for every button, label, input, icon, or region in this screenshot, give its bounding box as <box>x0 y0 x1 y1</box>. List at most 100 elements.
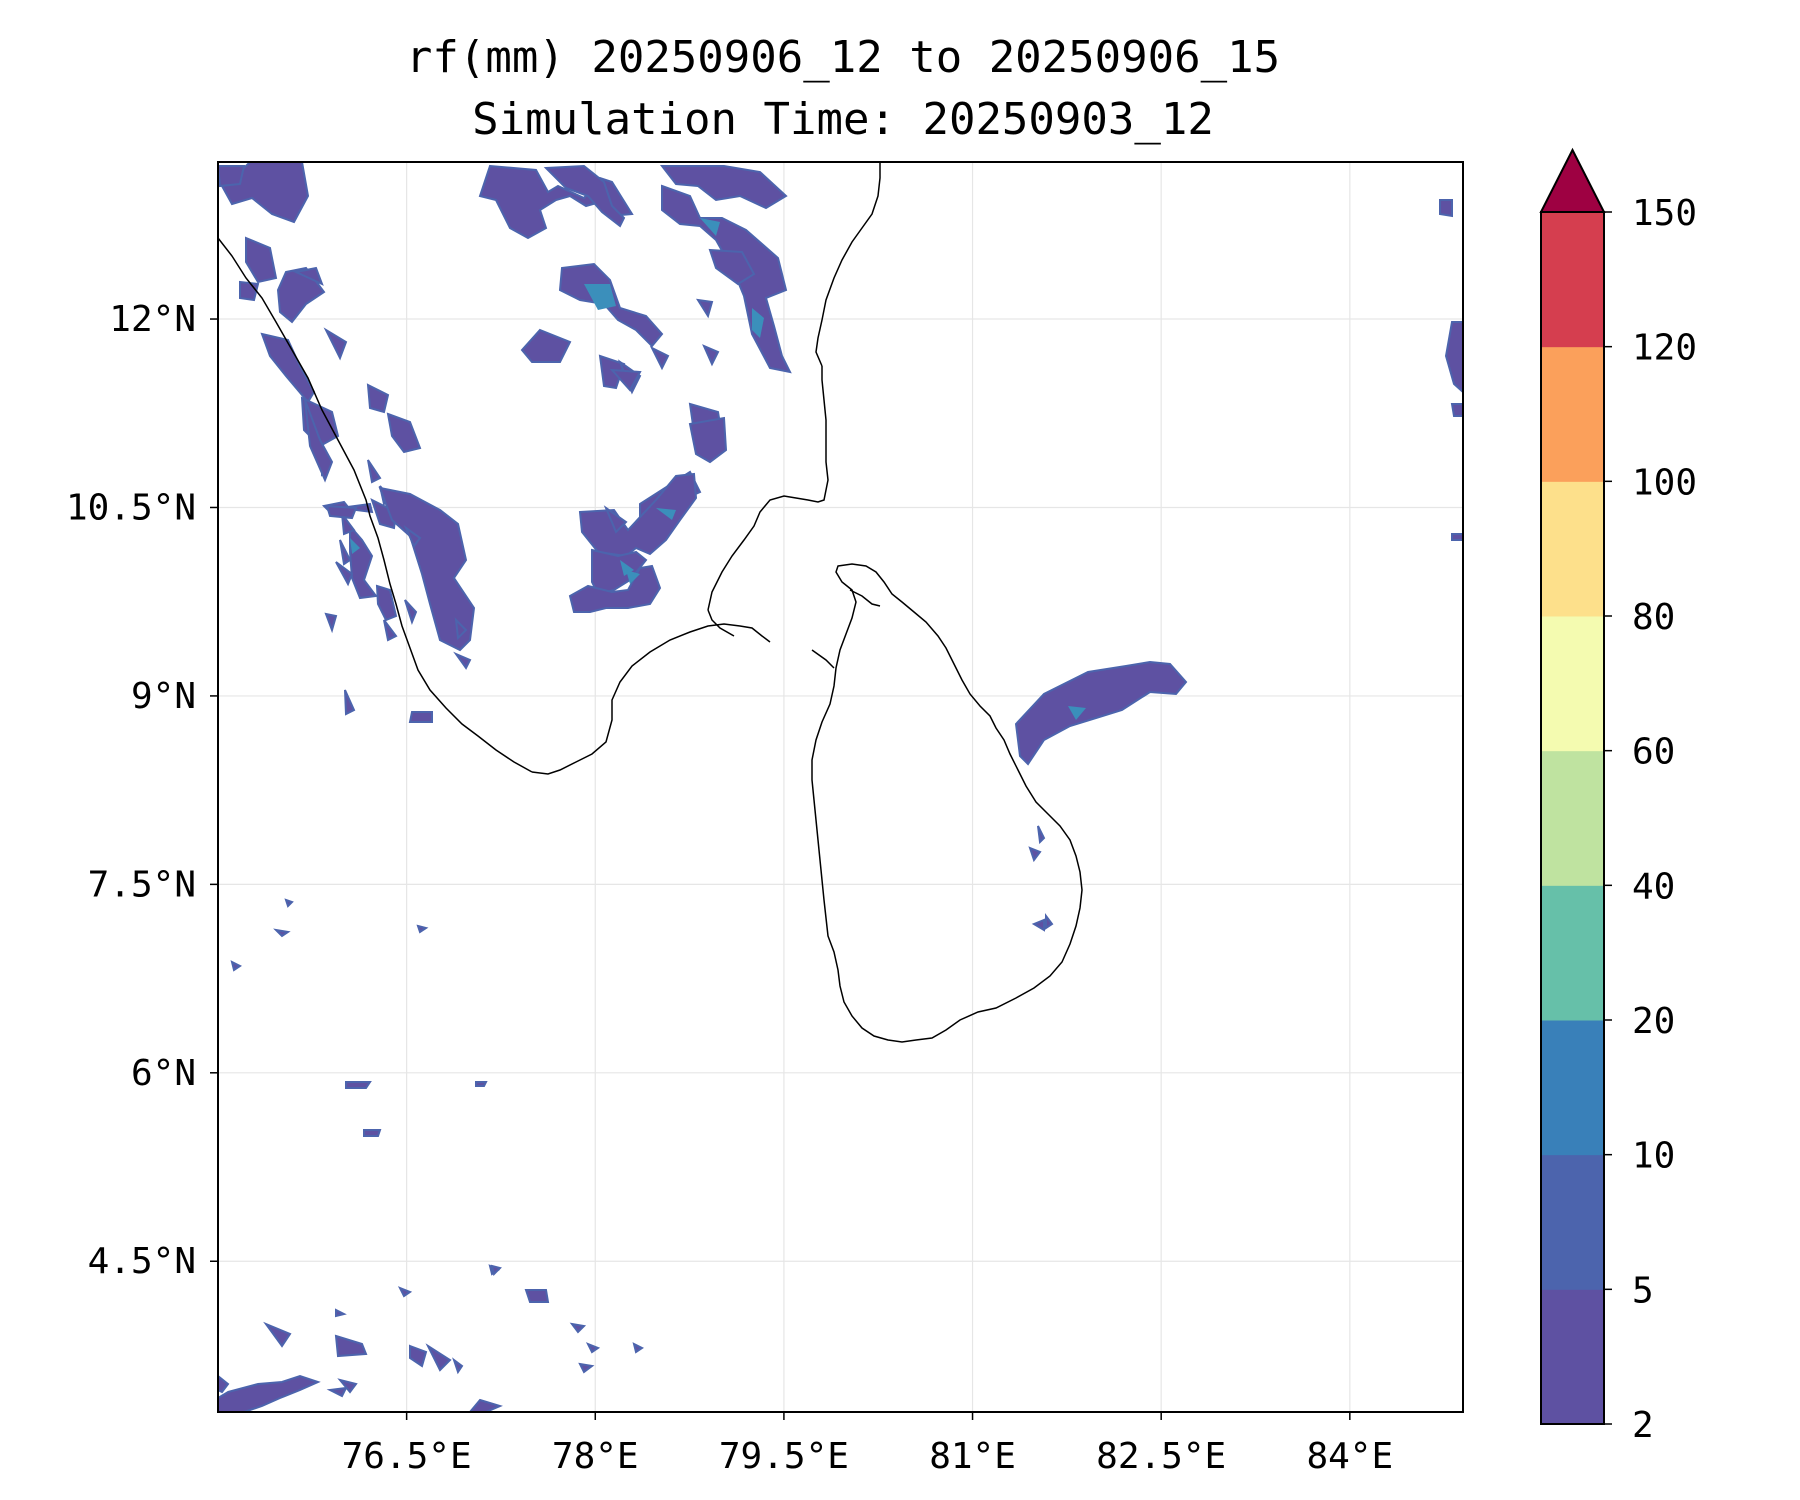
rain-patch <box>568 564 662 613</box>
rain-patch <box>403 525 422 548</box>
india-south-coast <box>531 623 771 775</box>
rain-patch <box>603 505 628 534</box>
rain-patch <box>708 248 756 286</box>
rain-patch <box>284 898 294 908</box>
rain-patch <box>345 1081 372 1089</box>
rain-patch <box>585 1342 601 1354</box>
rain-patch <box>230 960 242 972</box>
lat-tick-label: 9°N <box>131 676 196 717</box>
rain-patch <box>661 184 792 374</box>
colorbar-tick-label: 2 <box>1632 1405 1654 1446</box>
rain-patch <box>632 1342 644 1354</box>
colorbar-frame <box>1540 211 1605 1425</box>
lat-tick-label: 7.5°N <box>88 864 196 905</box>
colorbar-segment <box>1541 616 1604 752</box>
rain-patch <box>1028 846 1042 863</box>
rain-patch <box>334 1334 368 1358</box>
rain-patch <box>349 523 378 600</box>
rain-patch <box>324 612 338 634</box>
lon-tick-label: 76.5°E <box>342 1436 472 1477</box>
colorbar-segment <box>1541 750 1604 886</box>
colorbar-extend-arrow <box>1539 147 1606 213</box>
rain-patch <box>378 486 476 652</box>
lon-tick-label: 78°E <box>552 1436 639 1477</box>
rain-patch <box>543 164 626 228</box>
lat-tick-label: 4.5°N <box>88 1241 196 1282</box>
map-title: rf(mm) 20250906_12 to 20250906_15 <box>405 32 1281 83</box>
latitude-axis: 12°N 10.5°N 9°N 7.5°N 6°N 4.5°N <box>66 299 218 1282</box>
palk-bay-coast <box>707 366 829 611</box>
coastlines <box>218 162 1083 1043</box>
lon-tick-label: 82.5°E <box>1096 1436 1226 1477</box>
colorbar-segment <box>1541 481 1604 617</box>
rain-patch <box>340 510 356 536</box>
rain-patch <box>245 236 278 284</box>
rain-patch <box>454 617 468 641</box>
rain-patch <box>475 1081 488 1087</box>
rain-patch <box>578 472 698 558</box>
rain-patch <box>404 599 418 625</box>
mannar-island <box>811 649 835 669</box>
rain-patch <box>416 924 429 934</box>
rain-patch <box>239 280 260 302</box>
colorbar-segment <box>1541 1289 1604 1425</box>
rain-patch <box>386 412 422 454</box>
colorbar-tick-label: 100 <box>1632 462 1697 503</box>
rain-core-patch <box>700 218 720 236</box>
rain-patch <box>598 354 626 390</box>
rain-patch <box>339 539 352 566</box>
rain-patch <box>260 332 316 404</box>
colorbar-segment <box>1541 212 1604 348</box>
rain-core-patch <box>584 284 616 310</box>
rain-patch <box>367 459 382 484</box>
rain-patch <box>1031 918 1045 932</box>
rain-core-patch <box>656 508 676 520</box>
rain-patch <box>1450 403 1463 417</box>
rain-patch <box>649 345 670 371</box>
rain-patch <box>524 1289 550 1303</box>
india-east-coast <box>815 162 881 367</box>
rain-patch <box>218 165 246 188</box>
colorbar-tick-label: 60 <box>1632 732 1675 773</box>
rain-patch <box>696 298 714 319</box>
rain-patch <box>335 1308 347 1318</box>
rain-patch <box>383 619 398 642</box>
rain-patch <box>335 561 354 587</box>
rain-patch <box>578 1362 595 1374</box>
map-frame <box>217 161 1464 1413</box>
rain-patch <box>569 1322 587 1334</box>
lat-tick-label: 12°N <box>109 299 196 340</box>
colorbar-tick-label: 80 <box>1632 597 1675 638</box>
rain-patch <box>408 711 433 723</box>
rain-patch <box>453 651 472 670</box>
rain-patch <box>1444 321 1463 394</box>
longitude-axis: 76.5°E 78°E 79.5°E 81°E 82.5°E 84°E <box>342 1412 1393 1477</box>
colorbar-segment <box>1541 1154 1604 1290</box>
india-west-coast <box>218 237 533 773</box>
colorbar-segment <box>1541 346 1604 482</box>
rain-patch <box>363 1129 382 1137</box>
rain-patch <box>688 416 728 464</box>
colorbar-tick-label: 20 <box>1632 1001 1675 1042</box>
colorbar-segment <box>1541 1020 1604 1156</box>
rain-patch <box>218 1374 230 1394</box>
rain-core-patch <box>1068 706 1086 720</box>
rain-patch <box>263 1321 292 1348</box>
lat-tick-label: 10.5°N <box>66 487 196 528</box>
rain-patch <box>326 1386 348 1398</box>
rain-patch <box>468 1398 503 1412</box>
colorbar-segment <box>1541 885 1604 1021</box>
lon-tick-label: 81°E <box>929 1436 1016 1477</box>
rain-patch <box>375 584 398 622</box>
lon-tick-label: 84°E <box>1306 1436 1393 1477</box>
rainfall-cores <box>350 218 1086 720</box>
rain-patch <box>478 164 634 240</box>
colorbar-tick-label: 120 <box>1632 328 1697 369</box>
rain-patch <box>702 344 720 367</box>
rain-patch <box>1439 199 1453 218</box>
rain-patch <box>304 399 334 483</box>
rain-patch <box>1037 825 1046 845</box>
rain-patch <box>1014 660 1188 766</box>
rainfall-contours <box>218 162 1463 1412</box>
